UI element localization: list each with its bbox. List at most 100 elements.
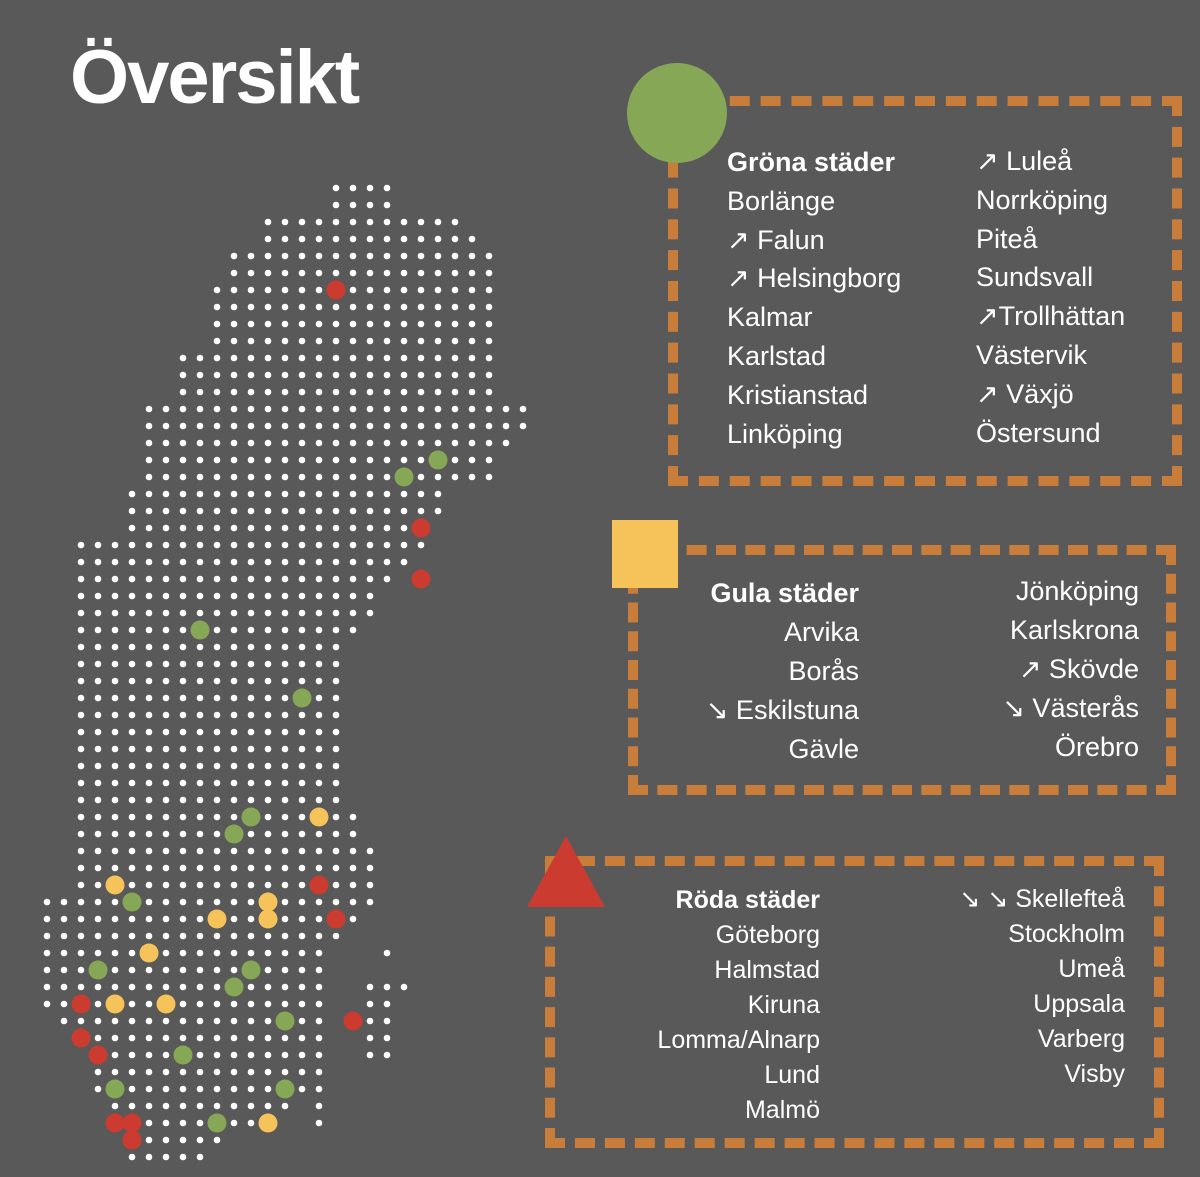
map-dot (281, 371, 289, 379)
map-dot (77, 813, 85, 821)
map-dot (366, 439, 374, 447)
map-dot (179, 1034, 187, 1042)
list-item: Jönköping (1015, 576, 1139, 606)
green-city-marker (241, 960, 261, 980)
map-dot (196, 830, 204, 838)
map-dot (281, 762, 289, 770)
map-dot (128, 1068, 136, 1076)
map-dot (179, 813, 187, 821)
map-dot (94, 1034, 102, 1042)
map-dot (247, 983, 255, 991)
map-dot (315, 320, 323, 328)
map-dot (264, 388, 272, 396)
map-dot (179, 473, 187, 481)
map-dot (332, 218, 340, 226)
map-dot (315, 1119, 323, 1127)
map-dot (230, 252, 238, 260)
map-dot (298, 541, 306, 549)
map-dot (213, 745, 221, 753)
map-dot (349, 575, 357, 583)
map-dot (383, 354, 391, 362)
map-dot (179, 422, 187, 430)
map-dot (417, 354, 425, 362)
map-dot (315, 643, 323, 651)
map-dot (485, 456, 493, 464)
map-dot (315, 252, 323, 260)
red-city-marker (411, 569, 431, 589)
map-dot (383, 269, 391, 277)
map-dot (298, 1000, 306, 1008)
yellow-city-marker (156, 994, 176, 1014)
map-dot (213, 303, 221, 311)
map-dot (247, 524, 255, 532)
red-city-marker (71, 1028, 91, 1048)
map-dot (213, 932, 221, 940)
map-dot (213, 881, 221, 889)
map-dot (60, 932, 68, 940)
map-dot (179, 1119, 187, 1127)
map-dot (230, 524, 238, 532)
map-dot (111, 762, 119, 770)
map-dot (145, 541, 153, 549)
map-dot (213, 507, 221, 515)
map-dot (400, 983, 408, 991)
map-dot (315, 1000, 323, 1008)
map-dot (213, 456, 221, 464)
map-dot (128, 915, 136, 923)
map-dot (383, 490, 391, 498)
map-dot (179, 609, 187, 617)
map-dot (298, 745, 306, 753)
map-dot (213, 660, 221, 668)
map-dot (264, 1034, 272, 1042)
map-dot (230, 320, 238, 328)
map-dot (400, 405, 408, 413)
map-dot (145, 456, 153, 464)
yellow-cities-list-left: Gula städer Arvika Borås ↘ Eskilstuna Gä… (706, 574, 859, 769)
map-dot (128, 1051, 136, 1059)
map-dot (43, 966, 51, 974)
map-dot (400, 490, 408, 498)
map-dot (111, 643, 119, 651)
map-dot (298, 796, 306, 804)
map-dot (264, 235, 272, 243)
map-dot (196, 439, 204, 447)
map-dot (451, 218, 459, 226)
map-dot (366, 456, 374, 464)
map-dot (366, 235, 374, 243)
map-dot (179, 575, 187, 583)
map-dot (111, 1102, 119, 1110)
map-dot (298, 813, 306, 821)
map-dot (383, 473, 391, 481)
map-dot (213, 320, 221, 328)
map-dot (111, 983, 119, 991)
list-item: Umeå (1058, 955, 1125, 983)
map-dot (196, 405, 204, 413)
map-dot (179, 830, 187, 838)
map-dot (298, 473, 306, 481)
map-dot (196, 1119, 204, 1127)
map-dot (281, 422, 289, 430)
map-dot (213, 643, 221, 651)
map-dot (298, 864, 306, 872)
map-dot (162, 1119, 170, 1127)
map-dot (60, 949, 68, 957)
map-dot (400, 252, 408, 260)
map-dot (77, 830, 85, 838)
list-item: ↗ Falun (727, 224, 825, 255)
map-dot (315, 864, 323, 872)
page-title: Översikt (70, 35, 360, 120)
map-dot (281, 235, 289, 243)
map-dot (230, 694, 238, 702)
map-dot (162, 1085, 170, 1093)
map-dot (162, 1017, 170, 1025)
map-dot (315, 388, 323, 396)
map-dot (162, 779, 170, 787)
map-dot (145, 490, 153, 498)
map-dot (162, 881, 170, 889)
map-dot (434, 473, 442, 481)
map-dot (111, 677, 119, 685)
map-dot (264, 728, 272, 736)
map-dot (213, 439, 221, 447)
map-dot (145, 779, 153, 787)
map-dot (179, 643, 187, 651)
